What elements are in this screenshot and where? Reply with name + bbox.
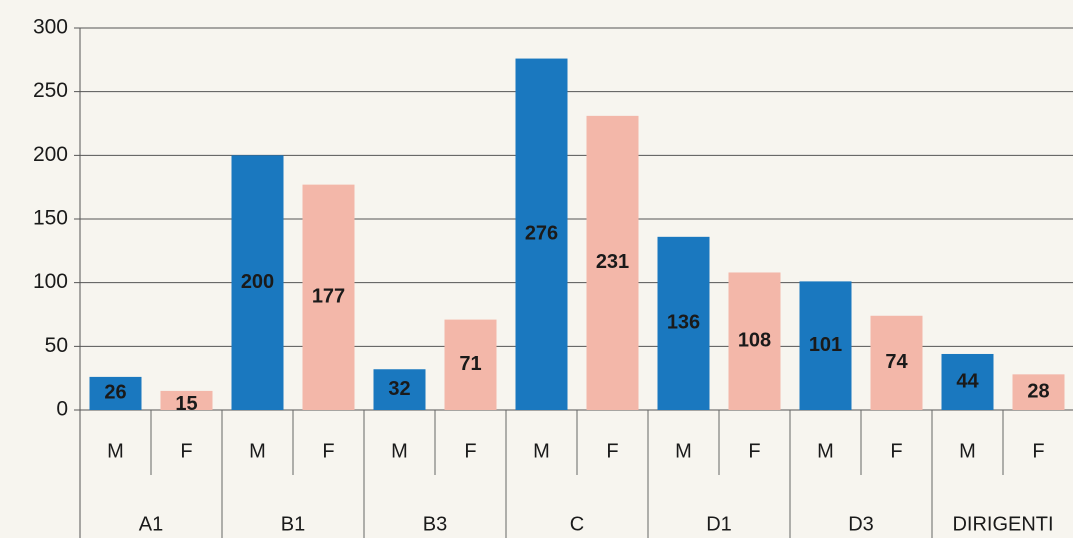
group-label: D1 (706, 513, 732, 535)
bar (515, 58, 568, 411)
y-tick-label: 0 (56, 398, 68, 421)
value-label: 276 (525, 223, 558, 245)
value-label: 200 (241, 271, 274, 293)
group-label: DIRIGENTI (952, 513, 1053, 535)
value-label: 101 (809, 334, 842, 356)
sub-label: F (180, 440, 192, 462)
bar (160, 390, 213, 410)
bar (870, 315, 923, 410)
y-tick-label: 100 (33, 270, 68, 293)
bar (586, 115, 639, 411)
group-label: D3 (848, 513, 874, 535)
y-tick-label: 50 (45, 334, 68, 357)
value-label: 136 (667, 312, 700, 334)
sub-label: M (249, 440, 266, 462)
sub-label: F (1032, 440, 1044, 462)
sub-label: M (391, 440, 408, 462)
y-tick-label: 150 (33, 207, 68, 230)
sub-label: F (464, 440, 476, 462)
value-label: 26 (104, 382, 126, 404)
sub-label: M (675, 440, 692, 462)
sub-label: M (959, 440, 976, 462)
value-label: 108 (738, 330, 771, 352)
bar (444, 319, 497, 410)
y-tick-label: 250 (33, 79, 68, 102)
value-label: 28 (1027, 380, 1049, 402)
sub-label: F (606, 440, 618, 462)
group-label: C (570, 513, 584, 535)
group-label: A1 (139, 513, 163, 535)
bar (302, 184, 355, 410)
bar (231, 155, 284, 410)
sub-label: F (322, 440, 334, 462)
value-label: 231 (596, 251, 629, 273)
bar (373, 369, 426, 410)
y-tick-label: 200 (33, 143, 68, 166)
sub-label: F (890, 440, 902, 462)
value-label: 32 (388, 378, 410, 400)
bar (657, 236, 710, 410)
sub-label: F (748, 440, 760, 462)
sub-label: M (533, 440, 550, 462)
bar (89, 376, 142, 410)
value-label: 74 (885, 351, 908, 373)
group-label: B1 (281, 513, 305, 535)
bar (1012, 374, 1065, 410)
bar (941, 353, 994, 410)
bar (799, 281, 852, 410)
sub-label: M (817, 440, 834, 462)
sub-label: M (107, 440, 124, 462)
group-label: B3 (423, 513, 447, 535)
bar (728, 272, 781, 410)
value-label: 71 (459, 353, 481, 375)
value-label: 177 (312, 286, 345, 308)
value-label: 44 (956, 370, 979, 392)
y-tick-label: 300 (33, 16, 68, 39)
value-label: 15 (175, 393, 197, 415)
